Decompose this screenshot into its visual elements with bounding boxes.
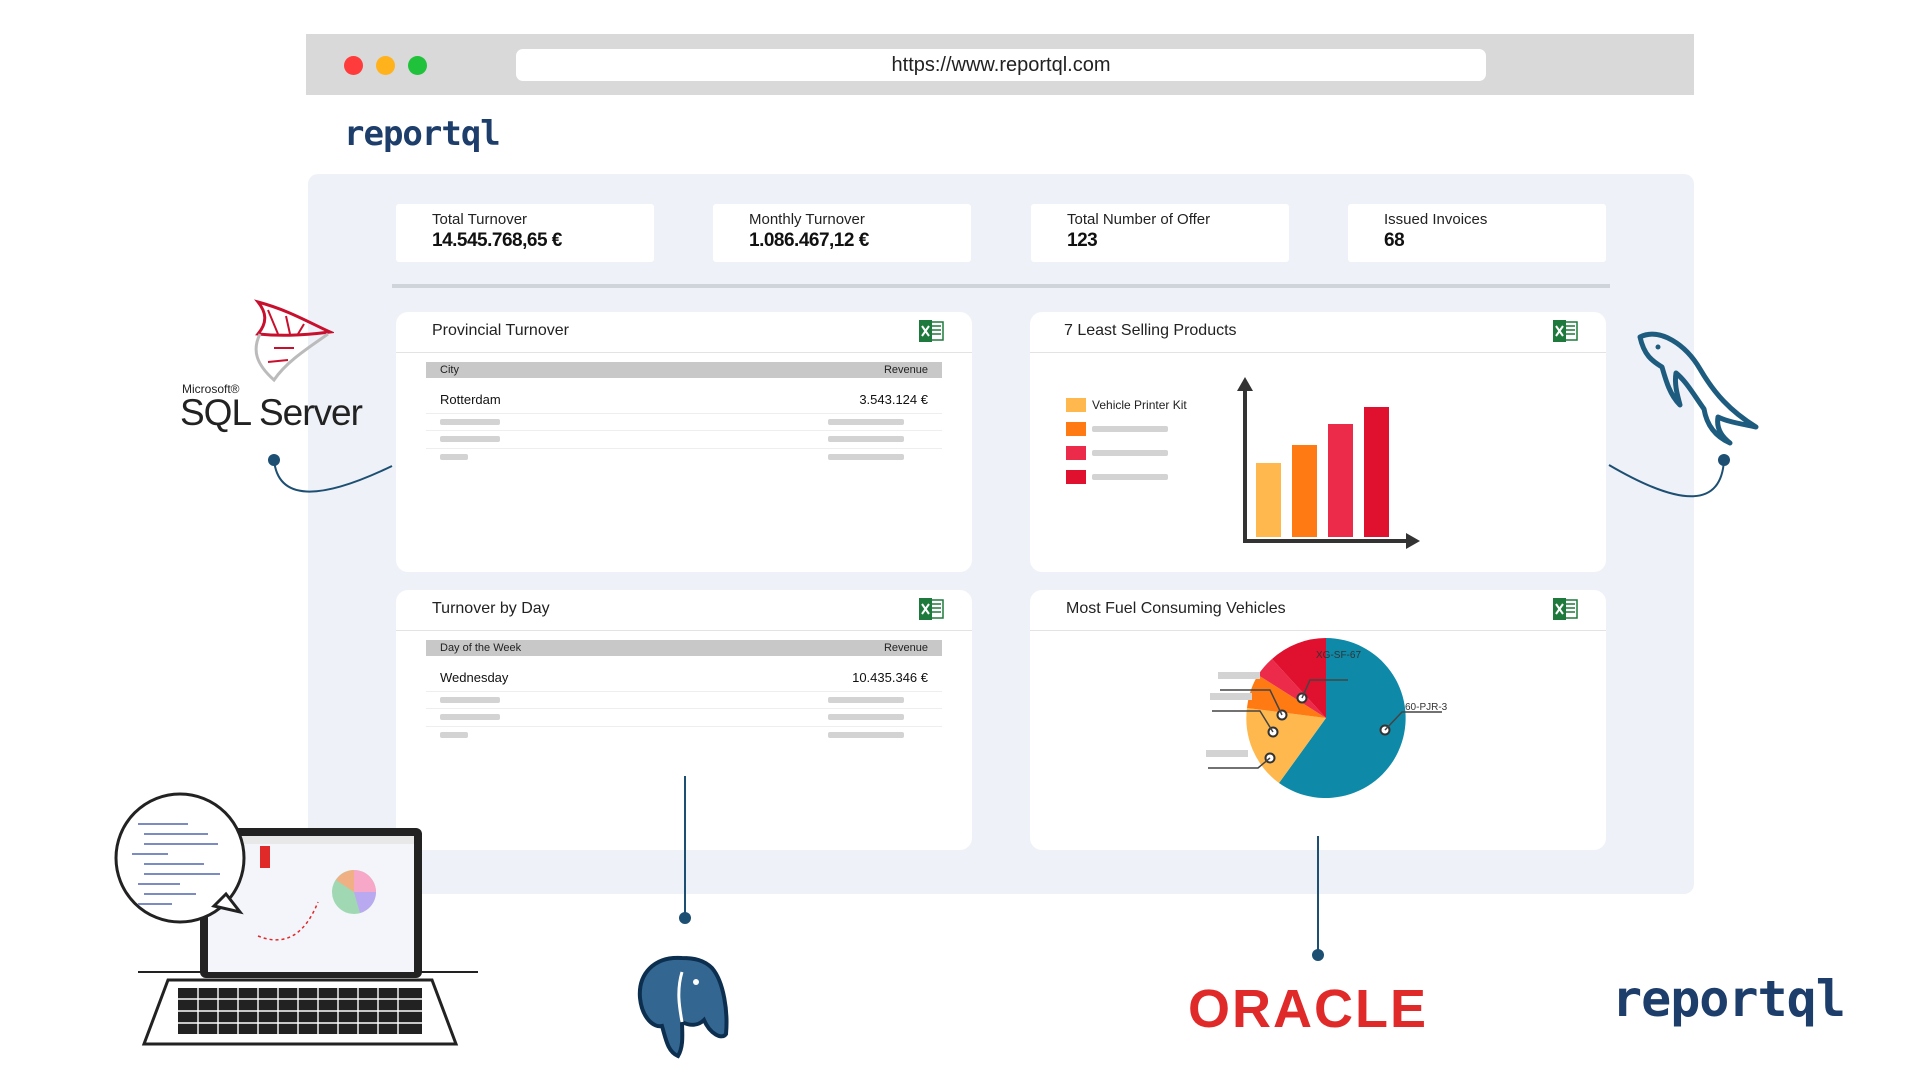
kpi-label: Monthly Turnover (749, 211, 865, 228)
placeholder-bar (1092, 450, 1168, 456)
pie-chart (1206, 638, 1442, 798)
row-day: Wednesday (440, 670, 509, 685)
row-revenue: 10.435.346 € (852, 670, 928, 685)
kpi-value: 123 (1067, 230, 1098, 251)
kpi-label: Total Turnover (432, 211, 528, 228)
placeholder-bar (828, 454, 904, 460)
y-axis-arrow (1237, 377, 1253, 391)
sql-server-logo-top: Microsoft® (182, 382, 240, 396)
panel-header: Provincial Turnover (396, 312, 972, 353)
pie-slice[interactable] (1247, 675, 1326, 718)
bar[interactable] (1292, 445, 1317, 537)
brand-logo[interactable]: reportql (344, 114, 501, 154)
table-row[interactable]: Rotterdam 3.543.124 € (440, 392, 928, 407)
pie-slice[interactable] (1272, 638, 1326, 718)
pie-label: XG-SF-67 (1316, 650, 1362, 661)
mysql-dolphin-icon (1637, 331, 1759, 446)
row-separator (426, 708, 942, 709)
row-separator (426, 430, 942, 431)
kpi-value: 68 (1384, 230, 1405, 251)
row-revenue: 3.543.124 € (859, 392, 928, 407)
panel-title: Provincial Turnover (432, 322, 569, 339)
oracle-logo: ORACLE (1188, 979, 1428, 1039)
placeholder-bar (440, 436, 500, 442)
placeholder-bar (440, 732, 468, 738)
laptop-illustration (114, 792, 478, 1046)
panel-title: 7 Least Selling Products (1064, 322, 1237, 339)
panel-least-selling-products: 7 Least Selling Products Vehicle Printer… (1030, 312, 1606, 572)
bar[interactable] (1364, 407, 1389, 537)
sql-server-logo-icon (253, 299, 334, 383)
panel-header: Most Fuel Consuming Vehicles (1030, 590, 1606, 631)
bar[interactable] (1328, 424, 1353, 537)
panel-title: Most Fuel Consuming Vehicles (1066, 600, 1286, 617)
legend-swatch (1066, 398, 1086, 412)
row-separator (426, 726, 942, 727)
column-header-city[interactable]: City (440, 364, 459, 376)
placeholder-bar (828, 697, 904, 703)
section-divider (392, 284, 1610, 288)
legend-swatch (1066, 470, 1086, 484)
panel-header: Turnover by Day (396, 590, 972, 631)
column-header-revenue[interactable]: Revenue (883, 364, 928, 376)
kpi-card-total-offers: Total Number of Offer 123 (1031, 204, 1289, 262)
bar-chart (1237, 377, 1420, 549)
pie-slice[interactable] (1246, 708, 1326, 783)
kpi-card-total-turnover: Total Turnover 14.545.768,65 € (396, 204, 654, 262)
table-header: City Revenue (426, 362, 942, 378)
excel-export-icon[interactable] (918, 319, 944, 343)
table-row[interactable]: Wednesday 10.435.346 € (440, 670, 928, 685)
postgresql-elephant-icon (637, 955, 729, 1059)
legend-swatch (1066, 422, 1086, 436)
placeholder-bar (828, 436, 904, 442)
excel-export-icon[interactable] (1552, 319, 1578, 343)
kpi-value: 14.545.768,65 € (432, 230, 562, 251)
close-window-button[interactable] (344, 56, 363, 75)
panel-title: Turnover by Day (432, 600, 550, 617)
placeholder-bar (828, 732, 904, 738)
placeholder-bar (440, 697, 500, 703)
pie-slice[interactable] (1279, 638, 1406, 798)
dashboard: Total Turnover 14.545.768,65 € Monthly T… (308, 174, 1694, 894)
excel-export-icon[interactable] (918, 597, 944, 621)
maximize-window-button[interactable] (408, 56, 427, 75)
panel-fuel-consuming-vehicles: Most Fuel Consuming Vehicles (1030, 590, 1606, 850)
pie-label: 60-PJR-3 (1405, 702, 1448, 713)
sql-server-logo-text: SQL Server (180, 392, 363, 433)
placeholder-bar (828, 419, 904, 425)
excel-export-icon[interactable] (1552, 597, 1578, 621)
placeholder-bar (1092, 426, 1168, 432)
placeholder-bar (440, 714, 500, 720)
row-separator (426, 413, 942, 414)
brand-logo[interactable]: reportql (1612, 970, 1846, 1028)
placeholder-bar (1092, 474, 1168, 480)
placeholder-bar (440, 419, 500, 425)
row-separator (426, 448, 942, 449)
column-header-revenue[interactable]: Revenue (883, 642, 928, 654)
browser-title-bar: https://www.reportql.com (306, 34, 1694, 95)
placeholder-bar (440, 454, 468, 460)
legend-swatch (1066, 446, 1086, 460)
x-axis-arrow (1406, 533, 1420, 549)
bar[interactable] (1256, 463, 1281, 537)
kpi-label: Total Number of Offer (1067, 211, 1211, 228)
minimize-window-button[interactable] (376, 56, 395, 75)
kpi-card-issued-invoices: Issued Invoices 68 (1348, 204, 1606, 262)
placeholder-bar (828, 714, 904, 720)
panel-provincial-turnover: Provincial Turnover City Revenue Rotterd… (396, 312, 972, 572)
panel-turnover-by-day: Turnover by Day Day of the Week Revenue … (396, 590, 972, 850)
pie-slice[interactable] (1258, 659, 1326, 718)
kpi-label: Issued Invoices (1384, 211, 1488, 228)
url-bar[interactable]: https://www.reportql.com (516, 49, 1486, 81)
legend-label: Vehicle Printer Kit (1092, 398, 1187, 412)
row-city: Rotterdam (440, 392, 501, 407)
kpi-value: 1.086.467,12 € (749, 230, 869, 251)
column-header-day[interactable]: Day of the Week (440, 642, 522, 654)
table-header: Day of the Week Revenue (426, 640, 942, 656)
panel-header: 7 Least Selling Products (1030, 312, 1606, 353)
kpi-card-monthly-turnover: Monthly Turnover 1.086.467,12 € (713, 204, 971, 262)
row-separator (426, 691, 942, 692)
